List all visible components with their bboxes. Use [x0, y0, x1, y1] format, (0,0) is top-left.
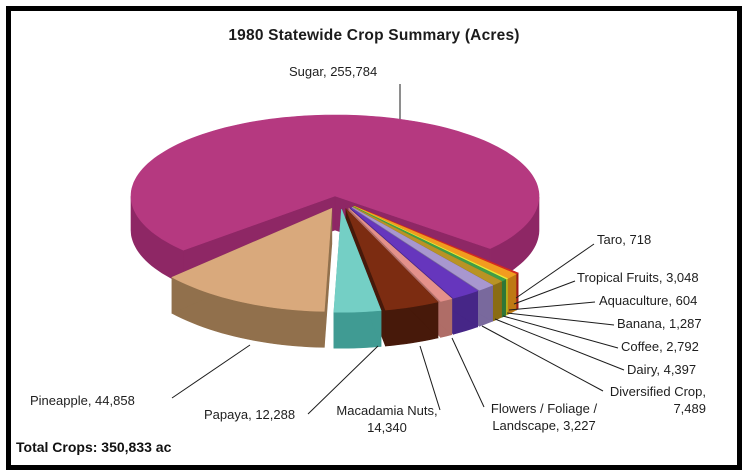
label-flowers-line1: Flowers / Foliage /: [490, 401, 598, 416]
pie-slice-coffee-top: [352, 206, 503, 286]
leader-line-macadamia-nuts: [419, 345, 441, 411]
pie-slice-tropical-fruits-top: [354, 206, 517, 279]
pie-slice-sugar-top: [130, 114, 540, 251]
pie-slice-flowers-foliage-landscape-top: [348, 208, 453, 302]
label-sugar: Sugar, 255,784: [289, 64, 378, 79]
leader-line-papaya: [307, 345, 379, 415]
label-diversified-line1: Diversified Crop,: [609, 384, 706, 399]
leader-line-tropical-fruits: [513, 280, 576, 305]
chart-title: 1980 Statewide Crop Summary (Acres): [228, 27, 520, 44]
pie-slice-pineapple: [171, 207, 333, 348]
leader-line-flowers-foliage-landscape: [451, 337, 485, 408]
leader-line-dairy: [494, 318, 625, 371]
pie-slice-macadamia-nuts-top: [345, 208, 439, 311]
leader-line-diversified-crop: [481, 325, 604, 392]
label-diversified-line2: 7,489: [673, 401, 706, 416]
label-flowers-foliage-landscape: Flowers / Foliage / Landscape, 3,227: [486, 400, 602, 434]
label-tropical-fruits: Tropical Fruits, 3,048: [577, 270, 699, 285]
leader-line-banana: [506, 312, 615, 326]
total-crops-caption: Total Crops: 350,833 ac: [16, 439, 172, 455]
label-papaya: Papaya, 12,288: [204, 407, 296, 422]
label-pineapple: Pineapple, 44,858: [30, 393, 135, 408]
label-aquaculture: Aquaculture, 604: [599, 293, 698, 308]
leader-line-aquaculture: [508, 301, 596, 311]
label-coffee: Coffee, 2,792: [621, 339, 699, 354]
pie-slice-taro-top: [354, 205, 519, 275]
label-flowers-line2: Landscape, 3,227: [492, 418, 596, 433]
label-dairy: Dairy, 4,397: [627, 362, 697, 377]
label-macadamia-nuts: Macadamia Nuts, 14,340: [328, 402, 446, 436]
pie-slice-papaya: [333, 209, 382, 349]
pie-slice-papaya-top: [333, 209, 382, 313]
pie-slice-banana-top: [353, 206, 507, 282]
leader-line-pineapple: [171, 344, 251, 399]
label-diversified-crop: Diversified Crop, 7,489: [598, 383, 706, 417]
leader-line-taro: [515, 243, 595, 299]
pie-slice-pineapple-top: [171, 207, 333, 312]
pie-slice-diversified-crop-top: [350, 207, 479, 299]
leader-lines: [171, 84, 625, 415]
label-banana: Banana, 1,287: [617, 316, 702, 331]
label-macadamia-line2: 14,340: [367, 420, 407, 435]
leader-line-coffee: [502, 315, 619, 349]
label-macadamia-line1: Macadamia Nuts,: [336, 403, 438, 418]
pie-slice-dairy-top: [351, 206, 494, 291]
label-taro: Taro, 718: [597, 232, 652, 247]
